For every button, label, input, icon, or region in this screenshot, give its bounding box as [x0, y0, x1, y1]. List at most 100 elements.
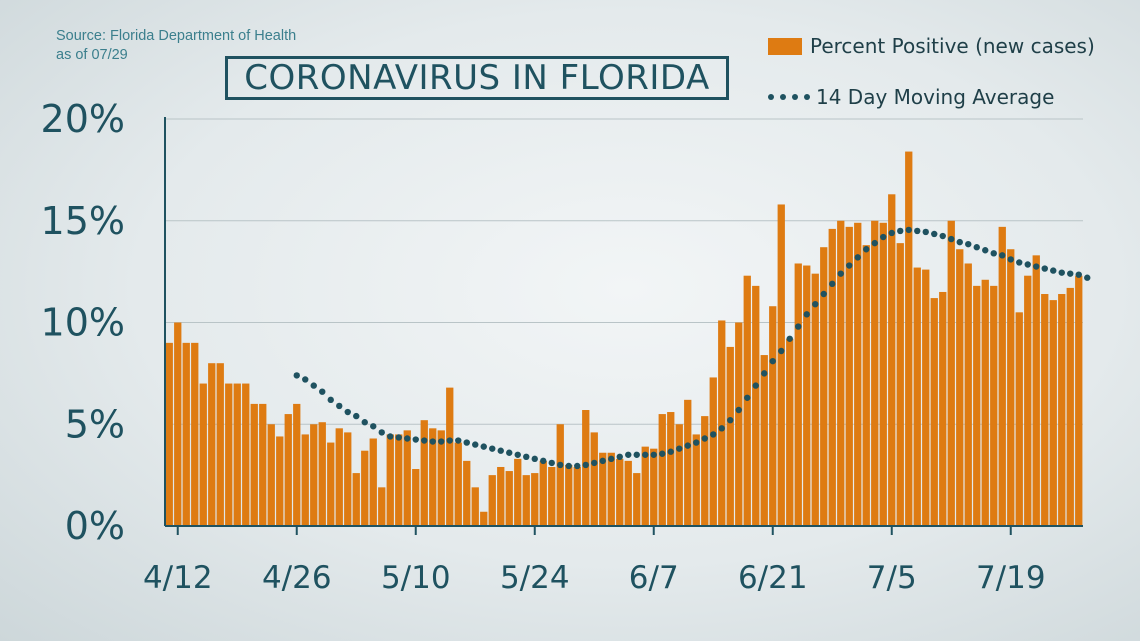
- moving-average-point: [293, 372, 300, 379]
- moving-average-point: [361, 419, 368, 426]
- bar: [497, 466, 505, 526]
- moving-average-point: [548, 459, 555, 467]
- moving-average-point: [1041, 265, 1048, 272]
- bar: [599, 452, 607, 526]
- moving-average-point: [557, 461, 564, 469]
- legend: Percent Positive (new cases) 14 Day Movi…: [768, 33, 1095, 110]
- bar: [803, 265, 811, 526]
- bar: [896, 243, 904, 526]
- bar: [565, 464, 573, 526]
- moving-average-point: [540, 457, 547, 465]
- moving-average-point: [608, 455, 615, 463]
- moving-average-point: [480, 443, 487, 450]
- bar: [956, 249, 964, 527]
- moving-average-point: [761, 370, 768, 377]
- bar: [174, 322, 182, 526]
- bar: [871, 220, 879, 526]
- moving-average-point: [412, 436, 419, 443]
- bar: [845, 226, 853, 527]
- x-tick-label: 6/21: [738, 560, 808, 596]
- x-tick-label: 7/19: [976, 560, 1046, 596]
- moving-average-point: [395, 434, 402, 441]
- moving-average-point: [506, 449, 513, 456]
- moving-average-point: [854, 254, 861, 261]
- bar: [650, 448, 658, 526]
- moving-average-point: [1084, 274, 1091, 281]
- legend-bar-swatch: [768, 37, 802, 55]
- bar: [616, 458, 624, 526]
- moving-average-point: [846, 262, 853, 269]
- bar: [888, 194, 896, 527]
- bar: [913, 267, 921, 526]
- moving-average-point: [429, 438, 436, 445]
- bar: [412, 469, 420, 526]
- bar: [709, 377, 717, 526]
- bar: [726, 346, 734, 526]
- legend-item-percent-positive: Percent Positive (new cases): [768, 33, 1095, 59]
- bar: [361, 450, 369, 526]
- bar: [862, 245, 870, 527]
- bar: [208, 363, 216, 526]
- bar: [854, 222, 862, 526]
- bar: [548, 466, 556, 526]
- moving-average-point: [455, 437, 462, 444]
- moving-average-point: [633, 451, 640, 458]
- bar: [318, 422, 326, 526]
- moving-average-point: [387, 433, 394, 440]
- x-tick-label: 7/5: [867, 560, 917, 596]
- bar: [293, 403, 301, 526]
- bar: [939, 291, 947, 526]
- moving-average-point: [880, 233, 887, 241]
- moving-average-point: [744, 394, 751, 401]
- moving-average-point: [421, 437, 428, 444]
- y-tick-label: 20%: [41, 97, 125, 141]
- bar: [1015, 312, 1023, 526]
- moving-average-point: [1058, 269, 1065, 276]
- source-line: Source: Florida Department of Health: [56, 28, 297, 44]
- moving-average-point: [710, 431, 717, 438]
- moving-average-point: [939, 232, 946, 240]
- moving-average-point: [820, 290, 827, 298]
- bar: [310, 424, 318, 526]
- moving-average-point: [973, 244, 980, 251]
- moving-average-point: [837, 270, 844, 277]
- moving-average-point: [353, 412, 360, 420]
- chart-title-box: CORONAVIRUS IN FLORIDA: [225, 56, 729, 100]
- bar: [641, 446, 649, 526]
- bar: [531, 473, 539, 526]
- moving-average-point: [965, 240, 972, 248]
- moving-average-point: [523, 453, 530, 461]
- bar: [191, 342, 199, 526]
- bar: [165, 342, 173, 526]
- moving-average-point: [310, 382, 317, 389]
- bar: [786, 338, 794, 526]
- bar: [225, 383, 233, 526]
- bar: [327, 442, 335, 526]
- moving-average-point: [514, 451, 521, 458]
- bar: [463, 460, 471, 526]
- moving-average-point: [990, 250, 997, 257]
- bar: [811, 273, 819, 526]
- bar: [216, 363, 224, 526]
- moving-average-point: [863, 246, 870, 253]
- moving-average-point: [302, 376, 309, 383]
- bar: [344, 432, 352, 526]
- moving-average-point: [472, 441, 479, 448]
- bar: [735, 322, 743, 526]
- bar: [820, 247, 828, 526]
- moving-average-point: [327, 396, 334, 404]
- moving-average-point: [701, 435, 708, 442]
- bar: [522, 475, 530, 526]
- moving-average-point: [497, 447, 504, 454]
- bar: [182, 342, 190, 526]
- bar: [1075, 275, 1083, 526]
- bar: [471, 487, 479, 526]
- bar: [386, 434, 394, 526]
- moving-average-point: [897, 227, 904, 235]
- bar: [369, 438, 377, 526]
- bar: [794, 263, 802, 526]
- moving-average-point: [404, 435, 411, 442]
- bar: [233, 383, 241, 526]
- moving-average-point: [795, 323, 802, 330]
